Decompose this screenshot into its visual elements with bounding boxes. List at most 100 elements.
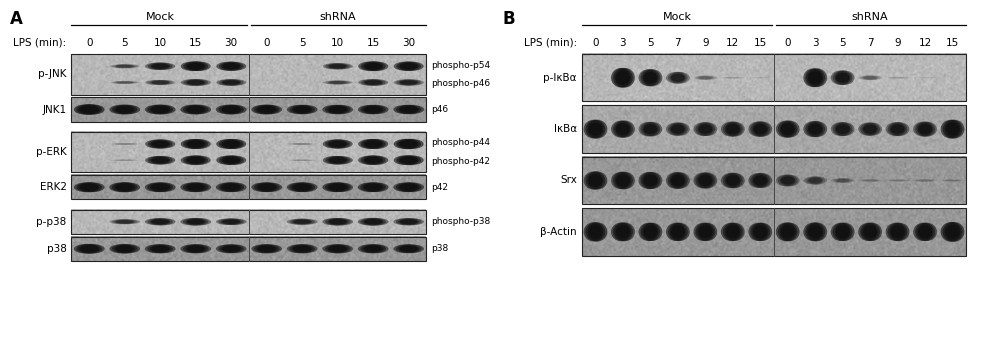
Ellipse shape [398, 62, 424, 71]
Ellipse shape [885, 223, 905, 241]
Ellipse shape [365, 157, 382, 164]
Ellipse shape [180, 62, 206, 71]
Ellipse shape [945, 222, 964, 242]
Ellipse shape [145, 156, 171, 165]
Ellipse shape [254, 183, 279, 192]
Ellipse shape [254, 105, 279, 114]
Ellipse shape [941, 120, 960, 139]
Ellipse shape [114, 244, 140, 254]
Ellipse shape [361, 62, 386, 71]
Text: phospho-p42: phospho-p42 [432, 157, 490, 166]
Ellipse shape [365, 141, 382, 147]
Ellipse shape [778, 121, 798, 138]
Ellipse shape [393, 183, 419, 192]
Ellipse shape [114, 160, 140, 161]
Ellipse shape [185, 62, 211, 71]
Ellipse shape [287, 183, 313, 192]
Ellipse shape [945, 179, 964, 182]
Text: 10: 10 [331, 38, 344, 48]
Text: p38: p38 [46, 244, 66, 254]
Ellipse shape [185, 79, 211, 86]
Ellipse shape [393, 105, 419, 114]
Ellipse shape [79, 104, 105, 115]
Ellipse shape [644, 72, 658, 84]
Ellipse shape [292, 244, 317, 253]
Text: LPS (min):: LPS (min): [524, 38, 577, 48]
Ellipse shape [222, 106, 241, 113]
Ellipse shape [361, 244, 386, 253]
Ellipse shape [639, 122, 659, 136]
Ellipse shape [322, 105, 348, 114]
Ellipse shape [400, 63, 417, 70]
Ellipse shape [77, 182, 102, 192]
Ellipse shape [114, 105, 140, 114]
Ellipse shape [294, 160, 311, 161]
Ellipse shape [946, 123, 959, 136]
Ellipse shape [185, 218, 211, 225]
Ellipse shape [109, 244, 135, 254]
Ellipse shape [398, 218, 424, 225]
Ellipse shape [180, 244, 206, 253]
Ellipse shape [670, 175, 685, 186]
Ellipse shape [114, 182, 140, 192]
Ellipse shape [150, 156, 176, 165]
Text: 30: 30 [402, 38, 415, 48]
Ellipse shape [808, 68, 827, 87]
Ellipse shape [639, 223, 659, 241]
Ellipse shape [322, 244, 348, 253]
Ellipse shape [913, 122, 933, 137]
Ellipse shape [725, 173, 744, 188]
Ellipse shape [185, 105, 211, 114]
Ellipse shape [112, 160, 137, 161]
Ellipse shape [327, 105, 353, 114]
Ellipse shape [116, 81, 133, 83]
Text: 9: 9 [702, 38, 709, 48]
Text: B: B [503, 10, 516, 28]
Ellipse shape [74, 244, 100, 254]
Ellipse shape [726, 175, 740, 186]
Ellipse shape [325, 156, 350, 165]
Ellipse shape [363, 155, 388, 165]
Ellipse shape [400, 140, 417, 148]
Ellipse shape [216, 218, 242, 225]
Ellipse shape [150, 183, 176, 192]
Text: ERK2: ERK2 [39, 182, 66, 192]
Ellipse shape [806, 222, 825, 241]
Ellipse shape [145, 80, 171, 85]
Ellipse shape [780, 175, 800, 186]
Ellipse shape [399, 219, 418, 224]
Ellipse shape [223, 141, 240, 147]
Ellipse shape [725, 122, 744, 137]
Ellipse shape [223, 157, 240, 164]
Ellipse shape [613, 121, 633, 138]
Bar [71, 210, 426, 234]
Ellipse shape [219, 155, 244, 165]
Ellipse shape [918, 124, 932, 134]
Ellipse shape [643, 122, 663, 136]
Ellipse shape [152, 141, 169, 147]
Ellipse shape [148, 218, 173, 225]
Ellipse shape [365, 80, 382, 85]
Ellipse shape [833, 122, 853, 136]
Ellipse shape [776, 222, 796, 241]
Ellipse shape [611, 222, 631, 241]
Ellipse shape [752, 121, 772, 137]
Ellipse shape [615, 68, 635, 88]
Ellipse shape [328, 219, 347, 224]
Ellipse shape [112, 64, 137, 68]
Ellipse shape [183, 105, 208, 114]
Ellipse shape [222, 246, 241, 252]
Ellipse shape [863, 124, 878, 134]
Ellipse shape [328, 246, 347, 252]
Ellipse shape [885, 179, 905, 182]
Ellipse shape [670, 124, 685, 134]
Ellipse shape [329, 64, 346, 68]
Ellipse shape [400, 80, 417, 84]
Ellipse shape [216, 79, 242, 86]
Ellipse shape [809, 225, 822, 238]
Ellipse shape [917, 179, 937, 182]
Ellipse shape [726, 124, 740, 134]
Ellipse shape [616, 225, 630, 238]
Ellipse shape [616, 123, 630, 135]
Ellipse shape [695, 76, 715, 80]
